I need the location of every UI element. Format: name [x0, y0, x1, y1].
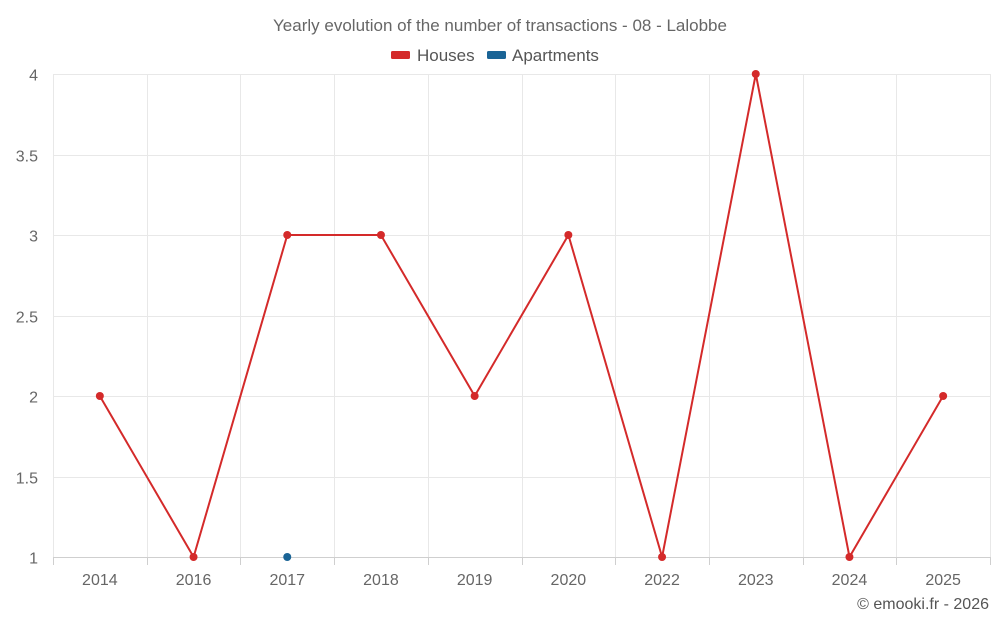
y-tick-label: 2	[29, 390, 38, 407]
credit-text[interactable]: © emooki.fr - 2026	[857, 596, 989, 613]
x-tick-label: 2018	[363, 572, 399, 589]
grid	[53, 74, 990, 558]
chart-title: Yearly evolution of the number of transa…	[273, 16, 727, 35]
x-tick-label: 2025	[925, 572, 961, 589]
x-tick-label: 2020	[551, 572, 587, 589]
data-point-houses[interactable]	[564, 231, 573, 239]
x-tick-label: 2017	[269, 572, 305, 589]
data-point-houses[interactable]	[658, 553, 667, 561]
series	[95, 70, 948, 561]
data-point-houses[interactable]	[189, 553, 198, 561]
y-tick-label: 4	[29, 68, 38, 85]
legend-swatch-houses	[391, 51, 410, 59]
y-tick-label: 1.5	[16, 471, 38, 488]
data-point-houses[interactable]	[470, 392, 479, 400]
data-point-houses[interactable]	[751, 70, 760, 78]
y-tick-label: 3	[29, 229, 38, 246]
y-tick-label: 3.5	[16, 149, 38, 166]
x-tick-label: 2016	[176, 572, 212, 589]
y-axis-ticks: 1 1.5 2 2.5 3 3.5 4	[16, 68, 38, 568]
data-point-houses[interactable]	[376, 231, 385, 239]
data-point-houses[interactable]	[95, 392, 104, 400]
legend-swatch-apartments	[487, 51, 506, 59]
series-houses	[95, 70, 948, 561]
x-tick-label: 2024	[832, 572, 868, 589]
y-tick-label: 1	[29, 551, 38, 568]
x-tick-label: 2023	[738, 572, 774, 589]
x-tick-label: 2022	[644, 572, 680, 589]
legend-label-apartments[interactable]: Apartments	[512, 46, 599, 65]
data-point-houses[interactable]	[283, 231, 292, 239]
legend-label-houses[interactable]: Houses	[417, 46, 475, 65]
x-axis-ticks: 2014 2016 2017 2018 2019 2020 2022 2023 2024 2025	[53, 557, 991, 589]
series-line-houses	[98, 73, 944, 558]
data-point-apartments[interactable]	[283, 553, 292, 561]
data-point-houses[interactable]	[845, 553, 854, 561]
data-point-houses[interactable]	[939, 392, 948, 400]
x-tick-label: 2014	[82, 572, 118, 589]
x-tick-label: 2019	[457, 572, 493, 589]
y-tick-label: 2.5	[16, 310, 38, 327]
series-apartments	[283, 553, 292, 561]
legend: Houses Apartments	[391, 46, 599, 65]
